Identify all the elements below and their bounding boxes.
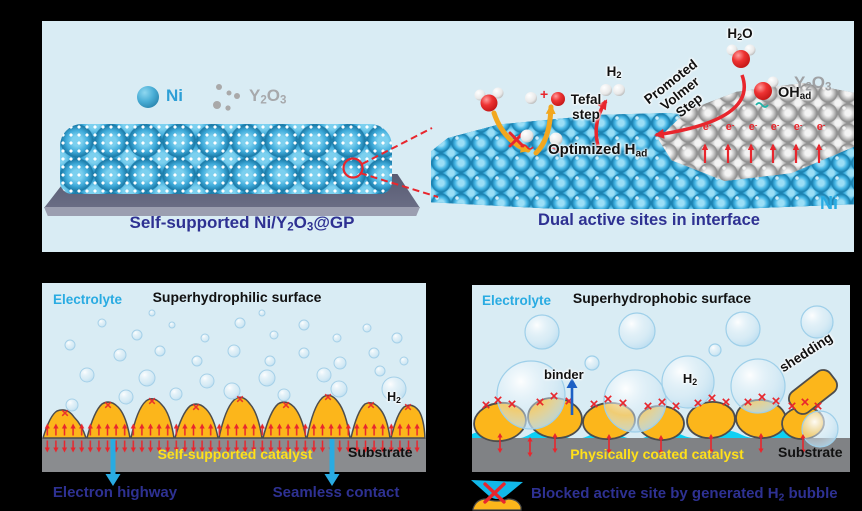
h2-spheres bbox=[600, 84, 625, 96]
seamless-contact-label: Seamless contact bbox=[272, 484, 400, 501]
binder-label: binder bbox=[544, 367, 584, 382]
h2-bubble-label: H2 bbox=[387, 390, 401, 405]
electron-label: e- bbox=[702, 120, 712, 133]
optimized-had-label: Optimized Had bbox=[548, 141, 648, 160]
yellow-arrows bbox=[491, 104, 556, 156]
oh-molecule bbox=[754, 76, 779, 108]
panel-c-title: Superhydrophobic surface bbox=[572, 290, 752, 306]
binder-arrow bbox=[566, 378, 578, 415]
panel-hydrophilic: Electrolyte Superhydrophilic surface H2 … bbox=[42, 283, 426, 486]
oh-ad-label: OHad bbox=[778, 85, 812, 103]
catalyst-label: Self-supported catalyst bbox=[157, 446, 313, 462]
bubbles-on-bumps bbox=[65, 376, 407, 412]
tefal-step-label: Tefal step bbox=[570, 92, 602, 123]
y2o3-crystal-label: Y2O3 bbox=[794, 73, 832, 94]
electron-highway-label: Electron highway bbox=[52, 484, 178, 501]
catalyst-label: Physically coated catalyst bbox=[570, 446, 744, 462]
electrolyte-label: Electrolyte bbox=[53, 292, 123, 307]
bubbles-field bbox=[496, 305, 839, 448]
panel-hydrophobic: Electrolyte Superhydrophobic surface bin… bbox=[472, 285, 850, 472]
electron-arrows bbox=[701, 143, 823, 163]
blocked-site-legend-label: Blocked active site by generated H2 bubb… bbox=[531, 485, 838, 504]
plus-sign: + bbox=[540, 86, 549, 102]
tefal-arrow bbox=[594, 99, 608, 153]
hydrophilic-illustration bbox=[42, 309, 426, 486]
product-spheres bbox=[525, 92, 565, 106]
y2o3-legend-label: Y2O3 bbox=[249, 86, 287, 107]
bump-top-x-marks bbox=[61, 393, 412, 417]
seamless-contact-arrow bbox=[324, 439, 340, 486]
electron-label: e- bbox=[816, 120, 826, 133]
water-molecule bbox=[474, 87, 504, 112]
adsorbed-h bbox=[520, 129, 563, 153]
blocked-site-x-marks bbox=[482, 392, 822, 410]
ni-legend-sphere bbox=[137, 86, 159, 108]
electron-label: e- bbox=[725, 120, 735, 133]
panel-b-title: Superhydrophilic surface bbox=[152, 289, 322, 305]
h2-label: H2 bbox=[606, 64, 622, 81]
ni-legend-label: Ni bbox=[166, 86, 183, 105]
electron-label: e- bbox=[770, 120, 780, 133]
y2o3-legend-dots bbox=[213, 84, 240, 111]
substrate-slab-edge bbox=[44, 207, 420, 216]
panel-a-right-caption: Dual active sites in interface bbox=[538, 211, 760, 229]
electron-label: e- bbox=[748, 120, 758, 133]
blocked-site-icon bbox=[471, 480, 523, 511]
bubbles-field bbox=[64, 309, 409, 389]
electrolyte-label: Electrolyte bbox=[482, 293, 552, 308]
h2o-molecule bbox=[726, 44, 756, 68]
interface-electron-arrows bbox=[43, 422, 423, 454]
substrate-label: Substrate bbox=[778, 444, 843, 460]
volmer-arrow bbox=[654, 74, 746, 139]
h2o-label: H2O bbox=[727, 26, 753, 43]
panel-a-caption: Self-supported Ni/Y2O3@GP bbox=[129, 213, 355, 234]
ni-crystal-label: Ni bbox=[820, 193, 838, 213]
h2-bubble-label: H2 bbox=[682, 371, 698, 387]
hydrophobic-illustration bbox=[472, 305, 850, 472]
mechanism-overlay bbox=[137, 44, 823, 198]
panel-mechanism: Ni Y2O3 Self-supported Ni/Y2O3@GP H2O H2… bbox=[42, 21, 854, 252]
electron-label: e- bbox=[793, 120, 803, 133]
zoom-cone bbox=[342, 127, 439, 198]
electron-highway-arrow bbox=[105, 439, 121, 486]
substrate-label: Substrate bbox=[348, 444, 413, 460]
nanoparticle-film bbox=[60, 124, 392, 194]
